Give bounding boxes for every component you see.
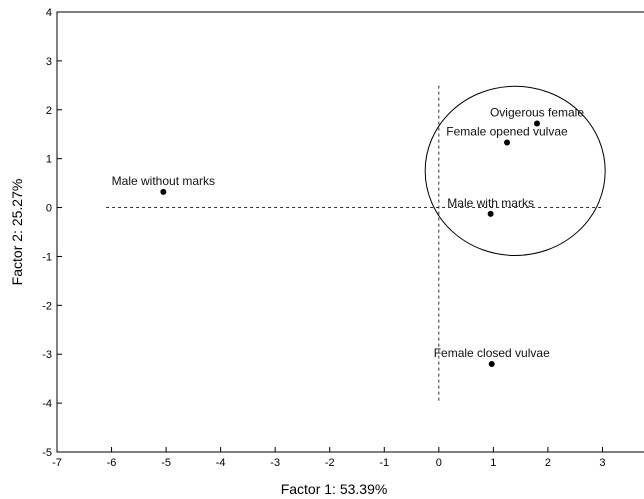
data-point-label: Female closed vulvae xyxy=(434,346,550,360)
x-tick-label: 3 xyxy=(599,457,605,469)
y-tick-label: -2 xyxy=(42,300,52,312)
y-tick-label: -3 xyxy=(42,349,52,361)
y-tick-label: -5 xyxy=(42,447,52,459)
data-points: Male without marks Ovigerous female Female… xyxy=(112,105,584,367)
data-point xyxy=(504,139,510,146)
grouping-ellipse xyxy=(424,85,606,256)
y-tick-label: -4 xyxy=(42,398,52,410)
x-tick-label: -2 xyxy=(325,457,335,469)
y-tick-label: 4 xyxy=(46,7,52,19)
x-tick-label: 2 xyxy=(545,457,551,469)
data-point-label: Male with marks xyxy=(447,196,534,210)
x-tick-label: -1 xyxy=(379,457,389,469)
y-tick-label: 3 xyxy=(46,56,52,68)
data-point xyxy=(487,210,494,217)
x-tick-label: -3 xyxy=(270,457,280,469)
x-tick-label: -7 xyxy=(52,457,62,469)
y-axis-title: Factor 2: 25.27% xyxy=(9,179,25,286)
x-tick-label: -4 xyxy=(216,457,226,469)
data-point xyxy=(534,120,540,127)
x-tick-label: 1 xyxy=(490,457,496,469)
data-point-label: Ovigerous female xyxy=(490,105,584,119)
y-tick-label: 1 xyxy=(46,154,52,166)
y-axis-ticks: -5 -4 -3 -2 -1 0 1 2 3 4 xyxy=(42,7,62,459)
data-point xyxy=(488,361,495,367)
data-point xyxy=(160,188,167,195)
x-axis-title: Factor 1: 53.39% xyxy=(281,481,388,497)
cluster-ellipse xyxy=(424,85,606,256)
plot-frame xyxy=(56,11,644,453)
data-point-label: Male without marks xyxy=(112,174,215,188)
x-tick-label: 0 xyxy=(436,457,442,469)
x-tick-label: -6 xyxy=(107,457,117,469)
reference-lines xyxy=(106,85,603,401)
data-point-label: Female opened vulvae xyxy=(446,125,568,139)
y-tick-label: -1 xyxy=(42,251,52,263)
y-tick-label: 0 xyxy=(46,203,52,215)
y-tick-label: 2 xyxy=(46,105,52,117)
x-tick-label: -5 xyxy=(161,457,171,469)
